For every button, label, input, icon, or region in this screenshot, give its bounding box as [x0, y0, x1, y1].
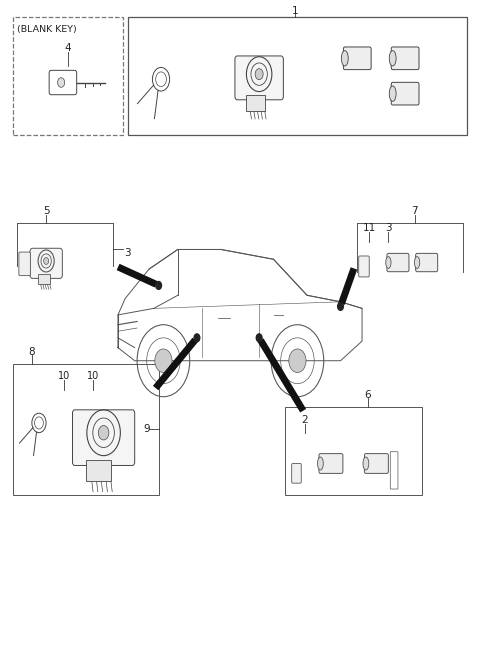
- Text: 6: 6: [365, 390, 372, 400]
- Text: 3: 3: [124, 248, 131, 258]
- Text: 1: 1: [292, 5, 299, 16]
- FancyBboxPatch shape: [49, 70, 77, 94]
- FancyBboxPatch shape: [391, 82, 419, 105]
- Circle shape: [194, 334, 200, 342]
- FancyBboxPatch shape: [235, 56, 283, 100]
- Text: 5: 5: [43, 207, 49, 216]
- FancyBboxPatch shape: [86, 460, 111, 481]
- FancyBboxPatch shape: [246, 94, 265, 111]
- Bar: [286, 407, 422, 495]
- Circle shape: [155, 349, 172, 373]
- Text: 10: 10: [87, 371, 99, 380]
- Circle shape: [98, 426, 109, 440]
- Ellipse shape: [341, 51, 348, 66]
- Text: 10: 10: [58, 371, 70, 380]
- FancyBboxPatch shape: [72, 410, 135, 466]
- Circle shape: [156, 281, 161, 289]
- Ellipse shape: [58, 77, 65, 87]
- Ellipse shape: [389, 86, 396, 101]
- Ellipse shape: [386, 256, 391, 268]
- Text: (BLANK KEY): (BLANK KEY): [17, 25, 77, 34]
- FancyBboxPatch shape: [416, 253, 438, 272]
- FancyBboxPatch shape: [30, 248, 62, 278]
- FancyBboxPatch shape: [343, 47, 371, 70]
- FancyBboxPatch shape: [391, 47, 419, 70]
- Circle shape: [255, 69, 263, 79]
- Text: 4: 4: [64, 43, 71, 54]
- Ellipse shape: [363, 457, 369, 470]
- Text: 11: 11: [362, 224, 376, 234]
- Circle shape: [337, 302, 343, 310]
- Bar: [12, 364, 158, 495]
- Circle shape: [256, 334, 262, 342]
- Bar: [12, 17, 123, 135]
- FancyBboxPatch shape: [364, 453, 388, 474]
- Text: 7: 7: [411, 207, 418, 216]
- FancyBboxPatch shape: [319, 453, 343, 474]
- FancyBboxPatch shape: [37, 274, 50, 285]
- Ellipse shape: [389, 51, 396, 66]
- Text: 8: 8: [28, 347, 35, 358]
- Text: 9: 9: [144, 424, 150, 434]
- FancyBboxPatch shape: [359, 256, 369, 277]
- FancyBboxPatch shape: [387, 253, 409, 272]
- Ellipse shape: [317, 457, 324, 470]
- Text: 3: 3: [385, 224, 392, 234]
- Bar: [128, 17, 468, 135]
- FancyBboxPatch shape: [390, 452, 398, 489]
- FancyBboxPatch shape: [19, 252, 30, 276]
- Text: 2: 2: [301, 415, 308, 424]
- Circle shape: [44, 258, 48, 264]
- Ellipse shape: [414, 256, 420, 268]
- FancyBboxPatch shape: [292, 464, 301, 483]
- Circle shape: [289, 349, 306, 373]
